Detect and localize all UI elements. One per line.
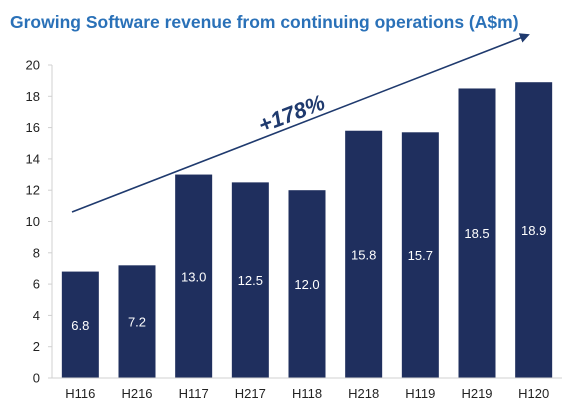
bar-H219 bbox=[458, 88, 496, 378]
x-axis: H116 H216 H117 H217 H118 H218 H119 H219 H120 bbox=[52, 377, 562, 401]
x-tick-label-H219: H219 bbox=[461, 386, 492, 401]
x-tick-label-H218: H218 bbox=[348, 386, 379, 401]
y-tick-label: 10 bbox=[26, 214, 40, 229]
y-tick-label: 16 bbox=[26, 120, 40, 135]
bar-H118 bbox=[288, 190, 326, 378]
x-tick-label-H217: H217 bbox=[235, 386, 266, 401]
chart-title: Growing Software revenue from continuing… bbox=[10, 12, 519, 32]
bar-H217 bbox=[231, 182, 269, 378]
data-label-H116: 6.8 bbox=[71, 318, 89, 333]
y-axis: 0 2 4 6 8 10 12 14 16 18 20 bbox=[26, 58, 53, 386]
y-tick-label: 6 bbox=[33, 277, 40, 292]
bar-H218 bbox=[345, 130, 383, 378]
data-label-H218: 15.8 bbox=[351, 247, 376, 262]
growth-annotation: +178% bbox=[255, 90, 328, 138]
x-tick-label-H118: H118 bbox=[292, 386, 322, 401]
y-tick-label: 20 bbox=[26, 58, 40, 73]
bar-H216 bbox=[118, 265, 156, 378]
bar-H116 bbox=[61, 271, 99, 378]
y-tick-label: 2 bbox=[33, 339, 40, 354]
bar-H119 bbox=[401, 132, 439, 378]
y-tick-label: 14 bbox=[26, 151, 40, 166]
x-tick-label-H120: H120 bbox=[518, 386, 549, 401]
data-label-H118: 12.0 bbox=[294, 277, 319, 292]
x-tick-label-H117: H117 bbox=[179, 386, 209, 401]
x-tick-label-H216: H216 bbox=[121, 386, 152, 401]
x-tick-label-H116: H116 bbox=[65, 386, 95, 401]
y-tick-label: 8 bbox=[33, 245, 40, 260]
bar-H120 bbox=[515, 82, 553, 378]
trend-arrow bbox=[71, 33, 530, 213]
y-tick-label: 12 bbox=[26, 183, 40, 198]
data-label-H216: 7.2 bbox=[128, 315, 146, 330]
y-tick-label: 18 bbox=[26, 89, 40, 104]
data-label-H119: 15.7 bbox=[408, 248, 433, 263]
bars: 6.8 7.2 13.0 12.5 12.0 15.8 15.7 18.5 18.9 bbox=[61, 82, 553, 378]
y-tick-label: 4 bbox=[33, 308, 40, 323]
data-label-H117: 13.0 bbox=[181, 269, 206, 284]
data-label-H120: 18.9 bbox=[521, 223, 546, 238]
bar-H117 bbox=[175, 174, 213, 378]
data-label-H219: 18.5 bbox=[464, 226, 489, 241]
x-tick-label-H119: H119 bbox=[405, 386, 435, 401]
y-tick-label: 0 bbox=[33, 371, 40, 386]
data-label-H217: 12.5 bbox=[238, 273, 263, 288]
